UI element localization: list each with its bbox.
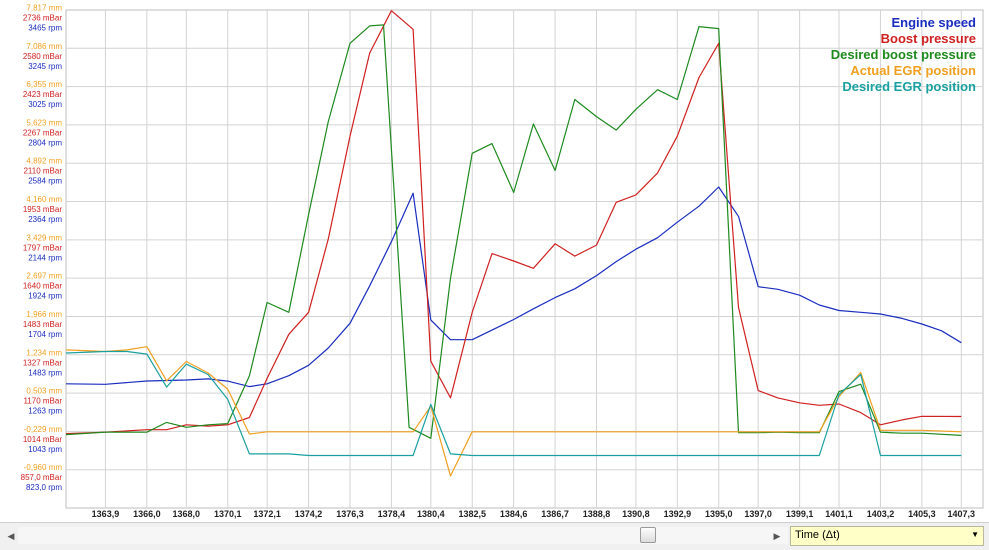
y-tick-label: 2267 mBar <box>23 128 62 137</box>
horizontal-scrollbar[interactable] <box>18 527 788 544</box>
y-tick-label: -0,960 mm <box>24 463 63 472</box>
time-axis-select[interactable]: Time (Δt) ▼ <box>790 526 984 546</box>
y-tick-label: 3465 rpm <box>28 24 62 33</box>
y-tick-label: 7,086 mm <box>26 42 62 51</box>
y-tick-label: 2736 mBar <box>23 14 62 23</box>
x-tick-label: 1395,0 <box>705 509 733 519</box>
x-tick-labels: 1363,9 1366,0 1368,0 1370,1 1372,1 1374,2 1376… <box>92 509 975 519</box>
y-tick-label: 1483 mBar <box>23 320 62 329</box>
x-tick-label: 1374,2 <box>295 509 323 519</box>
x-tick-label: 1390,8 <box>622 509 650 519</box>
legend-entry[interactable]: Boost pressure <box>881 31 976 46</box>
x-tick-label: 1384,6 <box>500 509 528 519</box>
y-tick-label: 1170 mBar <box>23 397 62 406</box>
y-tick-label: 2364 rpm <box>28 215 62 224</box>
x-tick-label: 1388,8 <box>583 509 611 519</box>
y-tick-label: 5,623 mm <box>26 118 62 127</box>
y-tick-label: 2580 mBar <box>23 52 62 61</box>
legend-entry[interactable]: Desired boost pressure <box>831 47 976 62</box>
y-tick-label: 1953 mBar <box>23 205 62 214</box>
x-tick-label: 1372,1 <box>253 509 281 519</box>
legend-entry[interactable]: Actual EGR position <box>850 63 976 78</box>
x-tick-label: 1382,5 <box>458 509 486 519</box>
x-tick-label: 1376,3 <box>336 509 364 519</box>
y-tick-label: 2804 rpm <box>28 138 62 147</box>
y-tick-label: 823,0 rpm <box>26 483 62 492</box>
bottom-toolbar: ◀ ▶ Time (Δt) ▼ <box>0 522 989 550</box>
scroll-left-button[interactable]: ◀ <box>7 531 15 541</box>
y-tick-label: 1,966 mm <box>26 310 62 319</box>
y-tick-label: 4,892 mm <box>26 157 62 166</box>
y-tick-label: 1043 rpm <box>28 445 62 454</box>
x-tick-label: 1405,3 <box>908 509 936 519</box>
x-tick-label: 1392,9 <box>664 509 692 519</box>
series-layer <box>65 10 962 477</box>
y-tick-label: 2110 mBar <box>23 167 62 176</box>
grid-layer <box>66 10 983 508</box>
x-tick-label: 1407,3 <box>948 509 976 519</box>
y-tick-label: 3,429 mm <box>26 233 62 242</box>
y-tick-label: 1924 rpm <box>28 292 62 301</box>
y-tick-label: 3245 rpm <box>28 62 62 71</box>
y-tick-label: 2144 rpm <box>28 253 62 262</box>
y-tick-label: 7,817 mm <box>26 4 62 13</box>
y-tick-label: 0,503 mm <box>26 387 62 396</box>
x-tick-label: 1386,7 <box>541 509 569 519</box>
series-line-boost-pressure <box>65 10 962 435</box>
x-tick-label: 1370,1 <box>214 509 242 519</box>
x-tick-label: 1397,0 <box>744 509 772 519</box>
scroll-right-button[interactable]: ▶ <box>773 531 781 541</box>
x-tick-label: 1366,0 <box>133 509 161 519</box>
y-tick-label: 1263 rpm <box>28 407 62 416</box>
y-tick-label: 3025 rpm <box>28 100 62 109</box>
y-tick-label: 2423 mBar <box>23 90 62 99</box>
y-tick-label: 2584 rpm <box>28 177 62 186</box>
x-tick-label: 1368,0 <box>173 509 201 519</box>
chevron-down-icon[interactable]: ▼ <box>971 530 979 539</box>
legend-entry[interactable]: Engine speed <box>891 15 976 30</box>
x-tick-label: 1399,1 <box>786 509 814 519</box>
y-tick-label: 1640 mBar <box>23 282 62 291</box>
series-line-desired-egr-position <box>65 350 962 457</box>
time-axis-select-value: Time (Δt) <box>795 529 840 541</box>
y-tick-label: 857,0 mBar <box>21 473 63 482</box>
series-line-actual-egr-position <box>65 346 962 477</box>
y-tick-label: -0,229 mm <box>24 425 63 434</box>
y-tick-label: 6,355 mm <box>26 80 62 89</box>
legend-entry[interactable]: Desired EGR position <box>842 79 976 94</box>
x-tick-label: 1363,9 <box>92 509 120 519</box>
y-tick-label: 2,697 mm <box>26 272 62 281</box>
y-tick-label: 4,160 mm <box>26 195 62 204</box>
y-tick-label: 1704 rpm <box>28 330 62 339</box>
x-tick-label: 1401,1 <box>825 509 853 519</box>
series-line-desired-boost-pressure <box>65 24 962 439</box>
y-tick-label: 1327 mBar <box>23 358 62 367</box>
scrollbar-thumb[interactable] <box>640 527 656 543</box>
y-tick-label: 1797 mBar <box>23 243 62 252</box>
x-tick-label: 1378,4 <box>378 509 406 519</box>
y-tick-label: 1483 rpm <box>28 368 62 377</box>
y-tick-label: 1,234 mm <box>26 348 62 357</box>
x-tick-label: 1403,2 <box>867 509 895 519</box>
y-tick-label: 1014 mBar <box>23 435 62 444</box>
x-tick-label: 1380,4 <box>417 509 445 519</box>
